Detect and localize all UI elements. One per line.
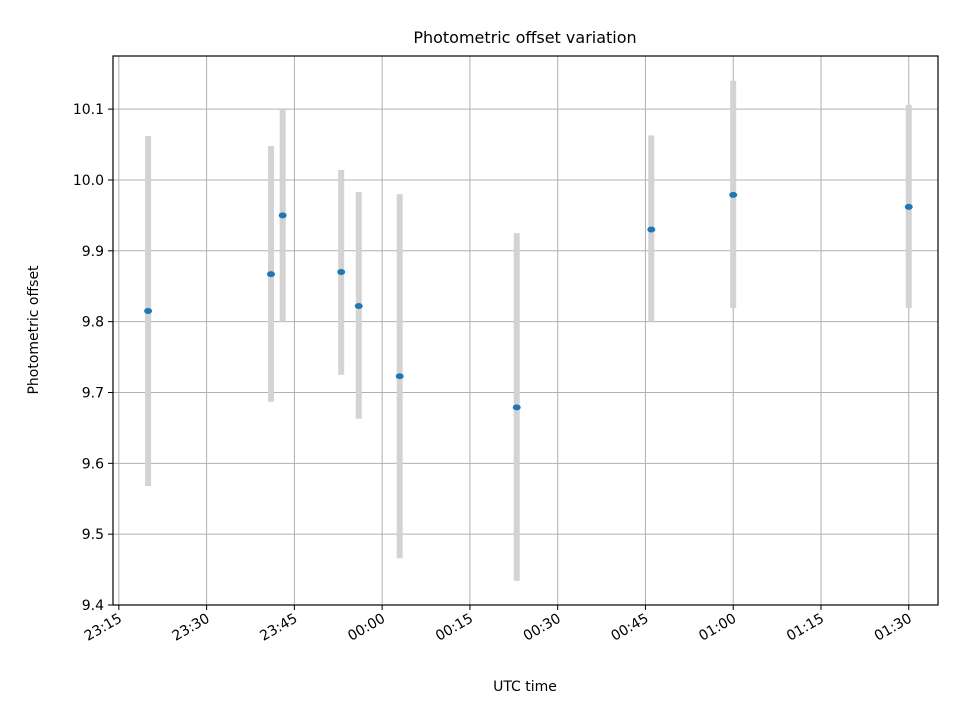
x-tick-label: 23:45 xyxy=(257,611,300,645)
data-point xyxy=(144,308,153,315)
x-tick-label: 00:15 xyxy=(433,611,476,645)
chart-title: Photometric offset variation xyxy=(413,28,636,47)
x-tick-label: 01:30 xyxy=(872,611,915,645)
grid xyxy=(113,56,938,606)
data-point xyxy=(647,226,656,233)
x-tick-label: 23:30 xyxy=(170,611,213,645)
x-tick-label: 01:00 xyxy=(696,611,739,645)
y-tick-label: 9.8 xyxy=(82,315,104,331)
data-point xyxy=(266,271,275,278)
y-axis-label: Photometric offset xyxy=(26,265,42,395)
data-point xyxy=(729,191,738,198)
data-point xyxy=(354,303,363,310)
y-tick-label: 9.5 xyxy=(82,527,104,543)
data-point xyxy=(337,269,346,276)
x-tick-label: 00:45 xyxy=(608,611,651,645)
x-tick-label: 01:15 xyxy=(784,611,827,645)
plot-background xyxy=(113,56,938,605)
data-point xyxy=(278,212,287,219)
data-point xyxy=(395,373,404,380)
plot-frame xyxy=(112,55,939,606)
y-axis-ticks: 9.4 9.5 9.6 9.7 9.8 9.9 10.0 10.1 xyxy=(73,102,113,614)
x-tick-label: 00:00 xyxy=(345,611,388,645)
x-axis-label: UTC time xyxy=(493,679,557,695)
y-tick-label: 10.1 xyxy=(73,102,104,118)
x-tick-label: 00:30 xyxy=(521,611,564,645)
y-tick-label: 9.6 xyxy=(82,456,104,472)
x-axis-ticks: 23:15 23:30 23:45 00:00 00:15 00:30 00:45 01:00… xyxy=(82,605,915,645)
x-tick-label: 23:15 xyxy=(82,611,125,645)
data-point xyxy=(512,404,521,411)
y-tick-label: 9.9 xyxy=(82,244,104,260)
y-tick-label: 9.7 xyxy=(82,385,104,401)
data-points xyxy=(144,191,913,411)
data-point xyxy=(904,203,913,210)
y-tick-label: 9.4 xyxy=(82,598,104,614)
y-tick-label: 10.0 xyxy=(73,173,104,189)
